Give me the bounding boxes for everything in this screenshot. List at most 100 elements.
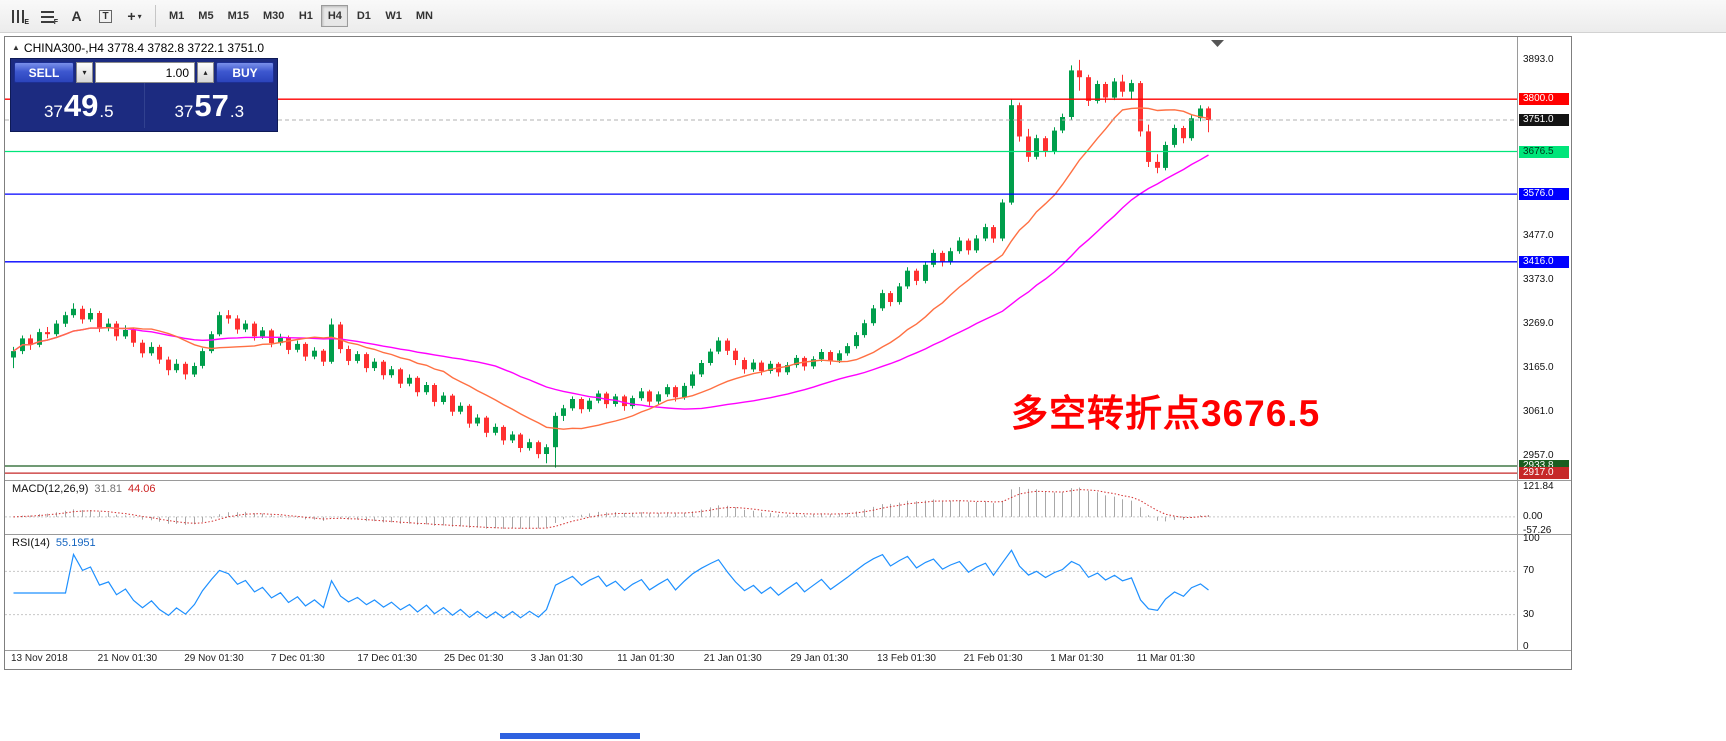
- price-tick-label: 3269.0: [1523, 318, 1554, 329]
- price-tag: 3576.0: [1519, 188, 1569, 201]
- price-tag: 3800.0: [1519, 93, 1569, 106]
- price-tag: 3751.0: [1519, 114, 1569, 126]
- rsi-label: RSI(14) 55.1951: [12, 537, 96, 549]
- time-label: 1 Mar 01:30: [1050, 653, 1104, 664]
- buy-price-big: 57: [194, 88, 229, 123]
- time-label: 3 Jan 01:30: [530, 653, 583, 664]
- buy-price-prefix: 37: [174, 102, 194, 121]
- time-label: 29 Nov 01:30: [184, 653, 244, 664]
- macd-signal-value: 44.06: [127, 483, 156, 495]
- grid-chart-icon[interactable]: F: [34, 4, 61, 28]
- chart-canvas[interactable]: [5, 37, 1571, 669]
- price-tick-label: 3061.0: [1523, 406, 1554, 418]
- font-tool-icon-glyph: A: [71, 8, 82, 24]
- timeframe-m15[interactable]: M15: [222, 5, 255, 27]
- rsi-line: [13, 549, 1209, 619]
- price-tag: 3676.5: [1519, 145, 1569, 158]
- timeframe-mn[interactable]: MN: [410, 5, 439, 27]
- timeframe-m5[interactable]: M5: [192, 5, 219, 27]
- down-arrow-icon: ▾: [82, 67, 87, 77]
- time-label: 21 Jan 01:30: [703, 653, 762, 664]
- shift-marker-icon[interactable]: [1211, 40, 1224, 47]
- icon-badge: F: [53, 19, 58, 26]
- level-lines: [5, 98, 1517, 474]
- sell-button[interactable]: SELL: [14, 62, 74, 83]
- bar-chart-icon[interactable]: E: [5, 4, 32, 28]
- time-label: 21 Nov 01:30: [97, 653, 158, 664]
- timeframe-w1[interactable]: W1: [379, 5, 408, 27]
- trade-prices-row: 37 49.5 37 57.3: [14, 83, 274, 128]
- bottom-blue-strip: [500, 733, 640, 739]
- price-tag: 3416.0: [1519, 255, 1569, 268]
- crosshair-tool-icon[interactable]: + ▾: [121, 4, 148, 28]
- text-box-tool-icon-glyph: T: [99, 9, 112, 23]
- macd-signal-line: [13, 489, 1209, 529]
- ma-slow-line: [13, 154, 1209, 410]
- buy-button[interactable]: BUY: [216, 62, 274, 83]
- chart-window: ▲ CHINA300-,H4 3778.4 3782.8 3722.1 3751.…: [4, 36, 1572, 670]
- icon-badge: E: [24, 19, 29, 26]
- toolbar-separator: [155, 5, 156, 27]
- time-label: 11 Jan 01:30: [617, 653, 675, 664]
- macd-histogram: [22, 487, 1209, 529]
- volume-increase-button[interactable]: ▴: [197, 62, 214, 83]
- font-tool-icon[interactable]: A: [63, 4, 90, 28]
- price-tag: 2917.0: [1519, 467, 1569, 480]
- price-tick-label: 3893.0: [1523, 53, 1554, 65]
- collapse-triangle-icon[interactable]: ▲: [12, 43, 20, 52]
- sell-price-big: 49: [63, 88, 99, 123]
- chart-title-ohlc: ▲ CHINA300-,H4 3778.4 3782.8 3722.1 3751.…: [12, 41, 264, 55]
- sell-price-prefix: 37: [43, 102, 63, 121]
- volume-input[interactable]: [95, 62, 195, 83]
- macd-axis-label: 0.00: [1523, 510, 1543, 522]
- timeframe-h1[interactable]: H1: [292, 5, 319, 27]
- up-arrow-icon: ▴: [203, 67, 208, 77]
- volume-decrease-button[interactable]: ▾: [76, 62, 93, 83]
- rsi-name: RSI(14): [12, 537, 50, 549]
- timeframe-group: M1 M5 M15 M30 H1 H4 D1 W1 MN: [162, 5, 440, 27]
- ohlc-text: CHINA300-,H4 3778.4 3782.8 3722.1 3751.0: [23, 41, 265, 55]
- macd-value: 31.81: [94, 483, 122, 495]
- buy-price[interactable]: 37 57.3: [143, 83, 275, 128]
- sell-price-suffix: .5: [99, 102, 114, 121]
- toolbar: E F A T + ▾ M1 M5 M15 M30 H1 H4 D1 W1 MN: [0, 0, 1726, 33]
- price-axis: 3893.0 3477.0 3373.0 3269.0 3165.0 3061.0 2957…: [1519, 37, 1571, 668]
- price-tick-label: 3373.0: [1523, 274, 1554, 285]
- rsi-axis-label: 70: [1523, 565, 1535, 577]
- timeframe-h4[interactable]: H4: [321, 5, 349, 27]
- panel-separators: [5, 37, 1571, 651]
- sell-price[interactable]: 37 49.5: [14, 83, 144, 128]
- rsi-value: 55.1951: [55, 537, 96, 549]
- toolbar-icon-group: E F A T + ▾: [4, 4, 149, 28]
- dropdown-arrow-icon: ▾: [137, 11, 142, 21]
- time-label: 13 Nov 2018: [11, 653, 68, 664]
- macd-label: MACD(12,26,9) 31.81 44.06: [12, 483, 155, 495]
- time-label: 29 Jan 01:30: [790, 653, 849, 664]
- timeframe-m30[interactable]: M30: [257, 5, 290, 27]
- price-tick-label: 2957.0: [1523, 450, 1554, 462]
- grid-chart-icon-glyph: [41, 9, 54, 23]
- time-label: 11 Mar 01:30: [1136, 653, 1195, 664]
- macd-axis-label: 121.84: [1523, 481, 1554, 492]
- candles: [11, 59, 1211, 468]
- rsi-axis-label: 100: [1523, 533, 1540, 544]
- crosshair-tool-icon-glyph: +: [127, 8, 136, 24]
- price-tick-label: 3165.0: [1523, 362, 1554, 374]
- time-label: 21 Feb 01:30: [963, 653, 1023, 664]
- chart-annotation: 多空转折点3676.5: [1011, 393, 1321, 434]
- time-label: 25 Dec 01:30: [444, 653, 504, 664]
- buy-price-suffix: .3: [229, 102, 245, 121]
- time-label: 7 Dec 01:30: [270, 653, 325, 664]
- timeframe-m1[interactable]: M1: [163, 5, 190, 27]
- text-box-tool-icon[interactable]: T: [92, 4, 119, 28]
- macd-axis-label: -57.26: [1523, 525, 1552, 536]
- macd-name: MACD(12,26,9): [12, 483, 89, 495]
- price-tick-label: 3477.0: [1523, 230, 1554, 241]
- timeframe-d1[interactable]: D1: [350, 5, 377, 27]
- rsi-axis-label: 30: [1523, 608, 1535, 620]
- time-axis: 13 Nov 2018 21 Nov 01:30 29 Nov 01:30 7 Dec…: [5, 651, 1517, 668]
- bar-chart-icon-glyph: [12, 9, 25, 23]
- trade-controls-row: SELL ▾ ▴ BUY: [14, 62, 274, 83]
